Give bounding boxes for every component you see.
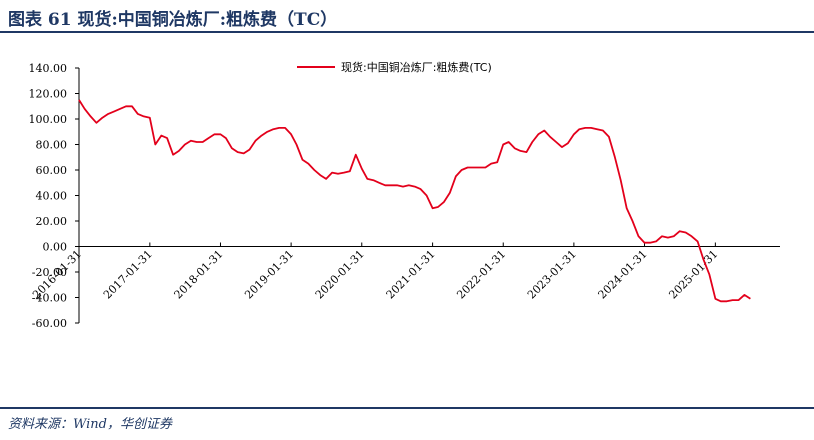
x-tick-label: 2019-01-31 — [242, 247, 296, 301]
y-axis: 140.00 120.00 100.00 80.00 60.00 40.00 20.00 0.… — [29, 62, 80, 330]
y-tick-label: -60.00 — [32, 317, 67, 330]
x-tick-label: 2024-01-31 — [596, 247, 650, 301]
legend-label: 现货:中国铜冶炼厂:粗炼费(TC) — [341, 60, 492, 74]
y-tick-label: 40.00 — [36, 190, 68, 203]
bottom-divider — [0, 407, 814, 409]
x-tick-label: 2017-01-31 — [101, 247, 155, 301]
y-tick-label: -20.00 — [32, 266, 67, 279]
top-divider — [0, 31, 814, 33]
x-tick-label: 2022-01-31 — [454, 247, 508, 301]
x-tick-label: 2018-01-31 — [172, 247, 226, 301]
x-tick-label: 2020-01-31 — [313, 247, 367, 301]
y-tick-label: 80.00 — [36, 139, 68, 152]
y-tick-label: -40.00 — [32, 292, 67, 305]
y-tick-label: 140.00 — [29, 62, 68, 75]
y-tick-label: 60.00 — [36, 164, 68, 177]
y-tick-label: 100.00 — [29, 113, 68, 126]
source-note: 资料来源：Wind，华创证券 — [8, 417, 172, 432]
x-tick-label: 2025-01-31 — [666, 247, 720, 301]
legend: 现货:中国铜冶炼厂:粗炼费(TC) — [297, 60, 492, 74]
y-tick-label: 120.00 — [29, 88, 68, 101]
chart-header: 图表 61 现货:中国铜冶炼厂:粗炼费（TC） — [0, 0, 814, 33]
y-tick-label: 20.00 — [36, 215, 68, 228]
x-tick-label: 2021-01-31 — [384, 247, 438, 301]
series-line-0 — [78, 99, 751, 303]
x-axis: 2016-01-31 2017-01-31 2018-01-31 2019-01-31… — [30, 242, 780, 301]
series-layer — [78, 99, 751, 303]
chart-title: 图表 61 现货:中国铜冶炼厂:粗炼费（TC） — [8, 10, 338, 30]
x-tick-label: 2023-01-31 — [525, 247, 579, 301]
line-chart: 140.00 120.00 100.00 80.00 60.00 40.00 20.00 0.… — [29, 60, 780, 330]
y-tick-label: 0.00 — [43, 241, 68, 254]
